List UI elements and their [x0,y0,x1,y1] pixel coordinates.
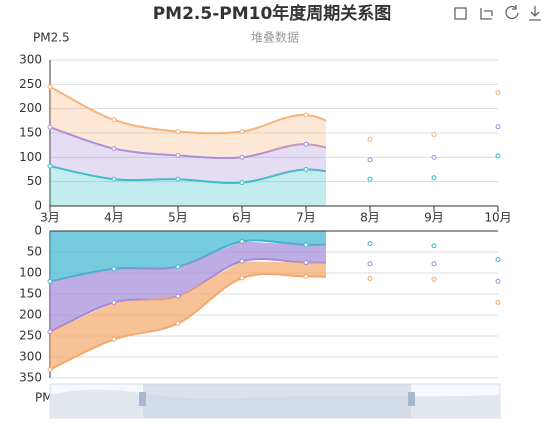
point [495,153,501,159]
save-icon[interactable] [529,6,541,21]
point [495,278,501,284]
y-tick-label: 150 [19,126,42,140]
zoom-icon[interactable] [454,7,467,20]
zoom-window[interactable] [143,384,411,418]
point [303,112,309,118]
y-tick-label: 300 [19,53,42,67]
y-tick-label: 200 [19,101,42,115]
point [239,154,245,160]
line [50,273,326,371]
point [239,275,245,281]
point [175,293,181,299]
point [303,242,309,248]
point [175,152,181,158]
chart-subtitle: 堆叠数据 [251,30,299,45]
zoom-reset-icon[interactable] [480,8,493,20]
point [367,261,373,267]
y-tick-label: 50 [27,245,42,259]
point [175,176,181,182]
point [111,146,117,152]
point [47,124,53,130]
point [239,180,245,186]
y-tick-label: 200 [19,308,42,322]
series-layer [50,85,326,206]
point [303,167,309,172]
chart-title: PM2.5-PM10年度周期关系图 [153,3,392,24]
y-tick-label: 250 [19,77,42,91]
line [50,257,326,333]
y-tick-label: 0 [34,224,42,238]
point [431,243,437,249]
x-tick-label: 9月 [424,211,444,225]
point [175,264,181,270]
point [111,299,117,305]
x-tick-label: 6月 [232,211,252,225]
point [239,239,245,244]
point [367,157,373,163]
point [47,84,53,90]
point [111,266,117,272]
point [175,320,181,326]
point [47,329,53,335]
point [431,276,437,282]
point [303,141,309,147]
line [50,85,326,135]
point [367,176,373,182]
point [367,241,373,247]
point [431,175,437,181]
point [495,299,501,305]
point [367,275,373,281]
point [239,258,245,264]
line [50,126,326,160]
y-tick-label: 100 [19,150,42,164]
area [50,231,326,282]
y-axis-label: PM2.5 [33,31,70,45]
y-tick-label: 150 [19,287,42,301]
y-tick-label: 300 [19,350,42,364]
point [47,367,53,373]
data-zoom[interactable] [49,383,501,419]
point [239,129,245,135]
point [367,136,373,142]
restore-icon[interactable] [505,5,519,20]
line [50,239,326,283]
point [495,257,501,263]
x-tick-label: 5月 [168,211,188,225]
x-tick-label: 3月 [40,211,60,225]
point [431,154,437,160]
point [47,163,53,169]
area [50,86,326,158]
point [111,117,117,123]
point [175,129,181,135]
x-tick-label: 7月 [296,211,316,225]
point [495,124,501,130]
area [50,166,326,206]
series-layer [50,231,326,371]
y-tick-label: 350 [19,371,42,385]
area [50,261,326,370]
zoom-handle[interactable] [408,392,415,406]
point [111,176,117,182]
toolbox[interactable] [454,5,541,21]
y-tick-label: 50 [27,174,42,188]
point [111,336,117,342]
x-tick-label: 4月 [104,211,124,225]
area [50,127,326,183]
y-tick-label: 0 [34,199,42,213]
point [47,278,53,284]
point [303,260,309,265]
x-tick-label: 10月 [484,211,511,225]
zoom-handle[interactable] [139,392,146,406]
line [50,165,326,184]
area [50,241,326,332]
y-tick-label: 100 [19,266,42,280]
point [431,131,437,137]
point [303,273,309,279]
y-tick-label: 250 [19,329,42,343]
point [431,261,437,267]
x-tick-label: 8月 [360,211,380,225]
point [495,90,501,96]
